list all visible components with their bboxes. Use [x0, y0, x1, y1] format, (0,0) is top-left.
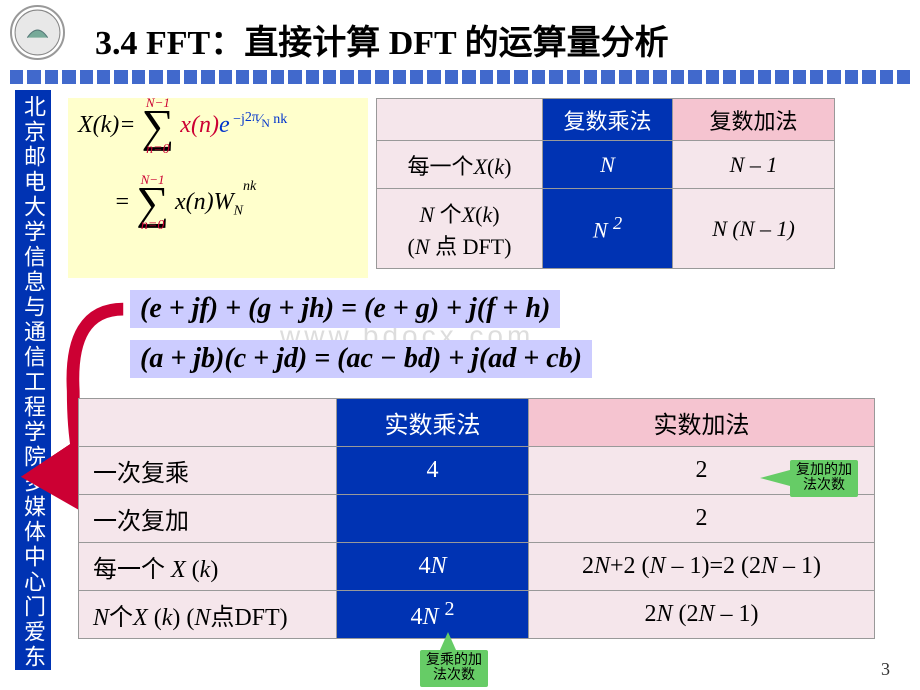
table-cell: N (N – 1)	[673, 189, 835, 269]
equation-multiplication: (a + jb)(c + jd) = (ac − bd) + j(ad + cb…	[130, 340, 592, 378]
table-cell: 2	[529, 495, 875, 543]
complex-ops-table: 复数乘法 复数加法 每一个X(k) N N – 1 N 个X(k)(N 点 DF…	[376, 98, 835, 269]
table-cell	[337, 495, 529, 543]
table-header-row: 实数乘法 实数加法	[79, 399, 875, 447]
formula-line2: = ∑N−1n=0 x(n)WNnk	[78, 185, 358, 222]
table-row: N 个X(k)(N 点 DFT) N 2 N (N – 1)	[377, 189, 835, 269]
table-cell	[79, 399, 337, 447]
table-cell: N 个X(k)(N 点 DFT)	[377, 189, 543, 269]
table-cell: 一次复加	[79, 495, 337, 543]
table-row: 每一个X(k) N N – 1	[377, 141, 835, 189]
table-cell: 一次复乘	[79, 447, 337, 495]
table-cell: 4N	[337, 543, 529, 591]
callout-complex-mul: 复乘的加法次数	[420, 650, 488, 687]
table-row: 一次复加 2	[79, 495, 875, 543]
page-title: 3.4 FFT：直接计算 DFT 的运算量分析	[95, 15, 669, 64]
sidebar-affiliation: 北京邮电大学信息与通信工程学院多媒体中心门爱东	[15, 90, 51, 670]
real-ops-table: 实数乘法 实数加法 一次复乘 4 2 一次复加 2 每一个 X (k) 4N 2…	[78, 398, 875, 639]
callout-complex-add: 复加的加法次数	[790, 460, 858, 497]
table-row: 一次复乘 4 2	[79, 447, 875, 495]
table-row: 每一个 X (k) 4N 2N+2 (N – 1)=2 (2N – 1)	[79, 543, 875, 591]
table-cell: 4N 2	[337, 591, 529, 639]
table-header-row: 复数乘法 复数加法	[377, 99, 835, 141]
equation-addition: (e + jf) + (g + jh) = (e + g) + j(f + h)	[130, 290, 560, 328]
dft-formula: X(k)= ∑N−1n=0 x(n)e −j2π⁄N nk = ∑N−1n=0 …	[68, 98, 368, 278]
table-cell: 每一个X(k)	[377, 141, 543, 189]
table-cell: 4	[337, 447, 529, 495]
table-cell: N个X (k) (N点DFT)	[79, 591, 337, 639]
table-cell: N	[543, 141, 673, 189]
table-cell: 复数乘法	[543, 99, 673, 141]
table-cell: N – 1	[673, 141, 835, 189]
table-cell: 2N (2N – 1)	[529, 591, 875, 639]
table-row: N个X (k) (N点DFT) 4N 2 2N (2N – 1)	[79, 591, 875, 639]
divider-dots	[10, 70, 910, 84]
table-cell: 2N+2 (N – 1)=2 (2N – 1)	[529, 543, 875, 591]
formula-line1: X(k)= ∑N−1n=0 x(n)e −j2π⁄N nk	[78, 108, 358, 145]
table-cell: 实数乘法	[337, 399, 529, 447]
table-cell	[377, 99, 543, 141]
page-number: 3	[881, 659, 890, 680]
table-cell: N 2	[543, 189, 673, 269]
table-cell: 复数加法	[673, 99, 835, 141]
table-cell: 实数加法	[529, 399, 875, 447]
university-logo	[10, 5, 65, 60]
table-cell: 每一个 X (k)	[79, 543, 337, 591]
